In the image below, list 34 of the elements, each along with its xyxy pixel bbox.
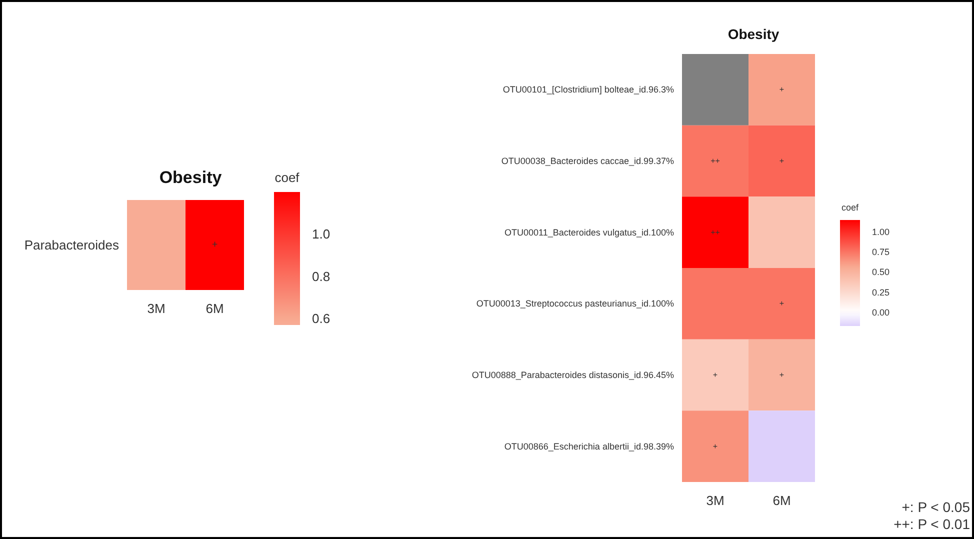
text: +: P < 0.05	[902, 499, 970, 515]
y-tick-label: OTU00866_Escherichia albertii_id.98.39%	[504, 441, 674, 452]
chart-title: Obesity	[728, 26, 780, 42]
data-label: +	[779, 85, 784, 94]
color-bar-title: coef	[841, 202, 860, 212]
color-bar-label: 0.75	[872, 247, 890, 258]
data-label: +	[779, 299, 784, 308]
color-bar-title: coef	[274, 170, 300, 185]
y-tick-label: OTU00013_Streptococcus pasteurianus_id.100%	[476, 298, 674, 309]
x-tick-label: 3M	[147, 301, 166, 316]
color-bar-label: 0.50	[872, 267, 890, 278]
data-label: +	[712, 442, 718, 451]
y-tick-label: OTU00101_[Clostridium] bolteae_id.96.3%	[502, 84, 674, 95]
y-tick-label: OTU00038_Bacteroides caccae_id.99.37%	[501, 156, 674, 166]
x-tick-label: 6M	[772, 493, 791, 508]
y-tick-label: Parabacteroides	[24, 238, 120, 252]
chart-title: Obesity	[159, 168, 222, 187]
data-label: +	[212, 240, 218, 250]
x-tick-label: 6M	[206, 301, 224, 316]
data-label: +	[712, 370, 718, 380]
data-label: ++	[710, 156, 720, 166]
color-bar-label: 1.00	[872, 227, 890, 238]
color-bar-label: 0.00	[872, 307, 890, 318]
y-tick-label: OTU00888_Parabacteroides distasonis_id.96.45%	[472, 370, 674, 380]
data-label: ++	[710, 228, 720, 237]
color-bar-label: 1.0	[312, 226, 330, 242]
text: ++: P < 0.01	[894, 516, 970, 532]
color-bar-label: 0.25	[872, 287, 890, 298]
color-bar-label: 0.6	[312, 311, 330, 326]
data-label: +	[779, 370, 784, 380]
color-bar-label: 0.8	[312, 268, 330, 284]
data-label: +	[779, 156, 784, 166]
y-tick-label: OTU00011_Bacteroides vulgatus_id.100%	[504, 227, 674, 238]
x-tick-label: 3M	[706, 493, 724, 508]
